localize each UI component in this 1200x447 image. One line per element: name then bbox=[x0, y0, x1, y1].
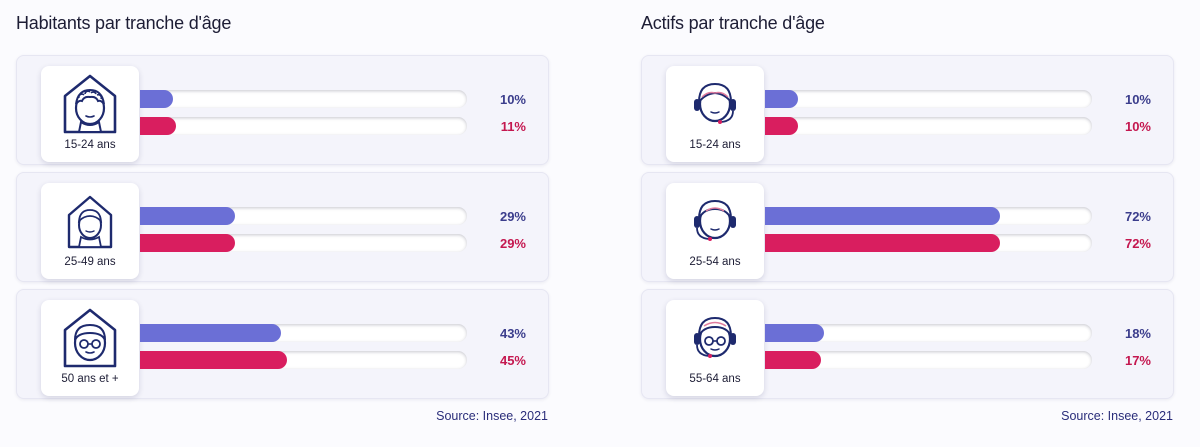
age-group-card: 55-64 ans 18% 17% bbox=[641, 289, 1174, 399]
age-label: 25-54 ans bbox=[689, 256, 741, 268]
habitants-panel: Habitants par tranche d'âge 15-24 ans 10… bbox=[0, 0, 560, 447]
age-label: 25-49 ans bbox=[64, 256, 116, 268]
bar bbox=[765, 90, 798, 108]
bar bbox=[765, 117, 798, 135]
data-label: 11% bbox=[500, 119, 526, 134]
age-group-card: 25-49 ans 29% 29% bbox=[16, 172, 549, 282]
bar-track bbox=[765, 234, 1092, 252]
bar-track bbox=[140, 90, 467, 108]
data-label: 10% bbox=[499, 92, 526, 107]
bar bbox=[765, 351, 821, 369]
bar bbox=[765, 234, 1001, 252]
bar-track bbox=[140, 117, 467, 135]
bar bbox=[765, 324, 824, 342]
data-label: 72% bbox=[1124, 209, 1151, 224]
age-label: 55-64 ans bbox=[689, 373, 741, 385]
age-icon-box: 55-64 ans bbox=[666, 300, 764, 396]
bar-track bbox=[140, 207, 467, 225]
age-icon-box: 50 ans et + bbox=[41, 300, 139, 396]
age-group-card: 25-54 ans 72% 72% bbox=[641, 172, 1174, 282]
headset-adult-icon bbox=[694, 199, 736, 241]
data-label: 10% bbox=[1124, 92, 1151, 107]
source-note: Source: Insee, 2021 bbox=[436, 409, 548, 423]
house-adult-icon bbox=[67, 195, 113, 249]
bar-track bbox=[765, 207, 1092, 225]
data-label: 72% bbox=[1124, 236, 1151, 251]
headset-senior-icon bbox=[694, 316, 736, 358]
bar-track bbox=[140, 351, 467, 369]
bar bbox=[140, 324, 281, 342]
bar bbox=[140, 207, 235, 225]
age-icon-box: 25-49 ans bbox=[41, 183, 139, 279]
age-icon-box: 15-24 ans bbox=[666, 66, 764, 162]
data-label: 18% bbox=[1124, 326, 1151, 341]
age-label: 50 ans et + bbox=[61, 373, 119, 385]
chart-title: Actifs par tranche d'âge bbox=[641, 13, 825, 33]
bar bbox=[140, 351, 288, 369]
data-label: 29% bbox=[499, 209, 526, 224]
age-icon-box: 15-24 ans bbox=[41, 66, 139, 162]
age-group-card: 15-24 ans 10% 10% bbox=[641, 55, 1174, 165]
bar-track bbox=[140, 234, 467, 252]
data-label: 29% bbox=[499, 236, 526, 251]
age-icon-box: 25-54 ans bbox=[666, 183, 764, 279]
actifs-panel: Actifs par tranche d'âge 15-24 ans 10% 1… bbox=[625, 0, 1185, 447]
age-group-card: 15-24 ans 10% 11% bbox=[16, 55, 549, 165]
bar-track bbox=[765, 324, 1092, 342]
bar-track bbox=[140, 324, 467, 342]
bar-track bbox=[765, 90, 1092, 108]
bar-track bbox=[765, 117, 1092, 135]
bar bbox=[765, 207, 1001, 225]
bar bbox=[140, 234, 235, 252]
age-group-card: 50 ans et + 43% 45% bbox=[16, 289, 549, 399]
house-senior-icon bbox=[63, 308, 117, 368]
headset-youth-icon bbox=[694, 82, 736, 124]
bar-track bbox=[765, 351, 1092, 369]
data-label: 17% bbox=[1124, 353, 1151, 368]
source-note: Source: Insee, 2021 bbox=[1061, 409, 1173, 423]
data-label: 10% bbox=[1124, 119, 1151, 134]
house-youth-icon bbox=[63, 74, 117, 134]
bar bbox=[140, 117, 176, 135]
age-label: 15-24 ans bbox=[689, 139, 741, 151]
age-label: 15-24 ans bbox=[64, 139, 116, 151]
data-label: 45% bbox=[499, 353, 526, 368]
data-label: 43% bbox=[499, 326, 526, 341]
bar bbox=[140, 90, 173, 108]
chart-title: Habitants par tranche d'âge bbox=[16, 13, 232, 33]
